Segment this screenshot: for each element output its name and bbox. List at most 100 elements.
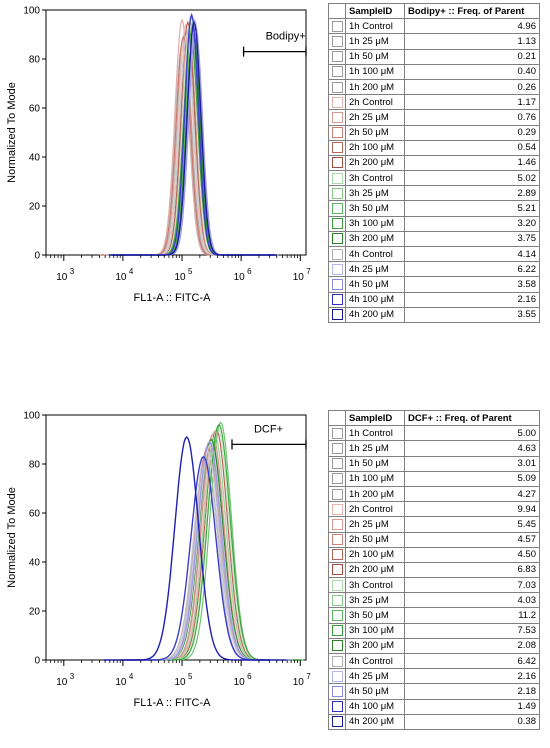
table-row: 1h Control 4.96: [328, 18, 540, 35]
frequency-value-cell: 0.40: [404, 63, 540, 80]
sample-color-swatch-cell: [328, 561, 346, 579]
sample-color-swatch: [331, 518, 343, 530]
x-tick-exponent: 4: [129, 672, 134, 681]
x-tick-exponent: 5: [188, 672, 193, 681]
sample-color-swatch-cell: [328, 200, 346, 217]
table-row: 1h 100 μM 5.09: [328, 470, 540, 487]
frequency-value-cell: 1.49: [404, 698, 540, 715]
sample-id-cell: 3h 50 μM: [345, 200, 405, 217]
sample-color-swatch-cell: [328, 170, 346, 187]
stats-table-bodipy: SampleID Bodipy+ :: Freq. of Parent 1h C…: [328, 2, 540, 323]
sample-id-cell: 3h 100 μM: [345, 215, 405, 232]
table-row: 2h 25 μM 5.45: [328, 516, 540, 533]
sample-color-swatch-cell: [328, 425, 346, 442]
table-row: 2h 25 μM 0.76: [328, 109, 540, 126]
frequency-value-cell: 2.89: [404, 185, 540, 202]
table-row: 3h Control 7.03: [328, 577, 540, 594]
sample-color-swatch: [331, 51, 343, 63]
sample-id-cell: 1h 25 μM: [345, 33, 405, 50]
sample-color-swatch-cell: [328, 440, 346, 457]
x-tick-exponent: 6: [247, 267, 252, 276]
y-axis-title: Normalized To Mode: [6, 487, 18, 588]
sample-color-swatch-cell: [328, 668, 346, 685]
table-row: 1h 50 μM 0.21: [328, 48, 540, 65]
frequency-value-cell: 7.53: [404, 622, 540, 639]
sample-color-swatch: [331, 66, 343, 78]
sample-color-swatch: [331, 716, 343, 728]
table-row: 4h 50 μM 3.58: [328, 276, 540, 293]
table-row: 2h 50 μM 4.57: [328, 531, 540, 548]
frequency-value-cell: 4.63: [404, 440, 540, 457]
sample-id-cell: 3h 200 μM: [345, 637, 405, 655]
sample-color-swatch-cell: [328, 33, 346, 50]
frequency-value-cell: 3.01: [404, 455, 540, 472]
sample-color-swatch: [331, 294, 343, 306]
sample-color-swatch-cell: [328, 276, 346, 293]
y-tick-label: 0: [34, 656, 40, 667]
sample-color-swatch: [331, 20, 343, 32]
table-row: 1h 200 μM 0.26: [328, 78, 540, 96]
x-tick-label: 10: [234, 272, 246, 283]
table-row: 2h Control 9.94: [328, 501, 540, 518]
sample-id-cell: 4h 50 μM: [345, 276, 405, 293]
sample-color-swatch: [331, 488, 343, 500]
sample-id-cell: 1h 50 μM: [345, 455, 405, 472]
sample-id-cell: 4h 200 μM: [345, 713, 405, 730]
column-header-sampleid: SampleID: [345, 2, 405, 20]
histogram-series-20: [111, 20, 277, 256]
sample-id-cell: 3h 100 μM: [345, 622, 405, 639]
sample-color-swatch: [331, 610, 343, 622]
sample-color-swatch: [331, 127, 343, 139]
sample-id-cell: 2h 50 μM: [345, 124, 405, 141]
frequency-value-cell: 4.27: [404, 485, 540, 503]
x-tick-exponent: 3: [70, 267, 75, 276]
sample-color-swatch: [331, 458, 343, 470]
table-row: 4h 25 μM 2.16: [328, 668, 540, 685]
frequency-value-cell: 1.17: [404, 94, 540, 111]
sample-color-swatch: [331, 278, 343, 290]
table-row: 2h 50 μM 0.29: [328, 124, 540, 141]
sample-color-swatch: [331, 594, 343, 606]
histogram-series-20: [103, 436, 270, 661]
sample-id-cell: 1h Control: [345, 18, 405, 35]
column-header-sampleid: SampleID: [345, 409, 405, 427]
sample-id-cell: 3h Control: [345, 170, 405, 187]
sample-color-swatch: [331, 534, 343, 546]
x-tick-exponent: 4: [129, 267, 134, 276]
table-header-row: SampleID Bodipy+ :: Freq. of Parent: [328, 2, 540, 20]
table-body: 1h Control 5.00 1h 25 μM 4.63 1h 50 μM 3.01 1h…: [328, 425, 540, 730]
sample-color-swatch-cell: [328, 109, 346, 126]
table-row: 3h 200 μM 2.08: [328, 637, 540, 655]
sample-color-swatch: [331, 157, 343, 169]
sample-color-swatch-cell: [328, 215, 346, 232]
x-tick-exponent: 6: [247, 672, 252, 681]
frequency-value-cell: 1.46: [404, 154, 540, 172]
sample-color-swatch: [331, 172, 343, 184]
table-row: 3h 100 μM 7.53: [328, 622, 540, 639]
x-tick-label: 10: [174, 272, 186, 283]
sample-color-swatch-cell: [328, 291, 346, 308]
x-tick-label: 10: [56, 677, 68, 688]
frequency-value-cell: 4.57: [404, 531, 540, 548]
table-row: 3h 25 μM 4.03: [328, 592, 540, 609]
sample-id-cell: 4h 50 μM: [345, 683, 405, 700]
table-row: 1h 50 μM 3.01: [328, 455, 540, 472]
sample-color-swatch: [331, 640, 343, 652]
sample-color-swatch: [331, 549, 343, 561]
sample-id-cell: 4h Control: [345, 245, 405, 263]
frequency-value-cell: 0.76: [404, 109, 540, 126]
sample-id-cell: 3h 25 μM: [345, 592, 405, 609]
y-tick-label: 60: [29, 509, 41, 520]
table-row: 1h 200 μM 4.27: [328, 485, 540, 503]
sample-color-swatch: [331, 81, 343, 93]
x-tick-label: 10: [115, 677, 127, 688]
sample-color-swatch-cell: [328, 501, 346, 518]
sample-color-swatch-cell: [328, 18, 346, 35]
x-tick-exponent: 3: [70, 672, 75, 681]
table-row: 4h 200 μM 3.55: [328, 306, 540, 323]
plot-frame: [45, 414, 307, 661]
y-tick-label: 0: [34, 251, 40, 262]
y-axis-title: Normalized To Mode: [6, 82, 18, 183]
sample-color-swatch-cell: [328, 48, 346, 65]
